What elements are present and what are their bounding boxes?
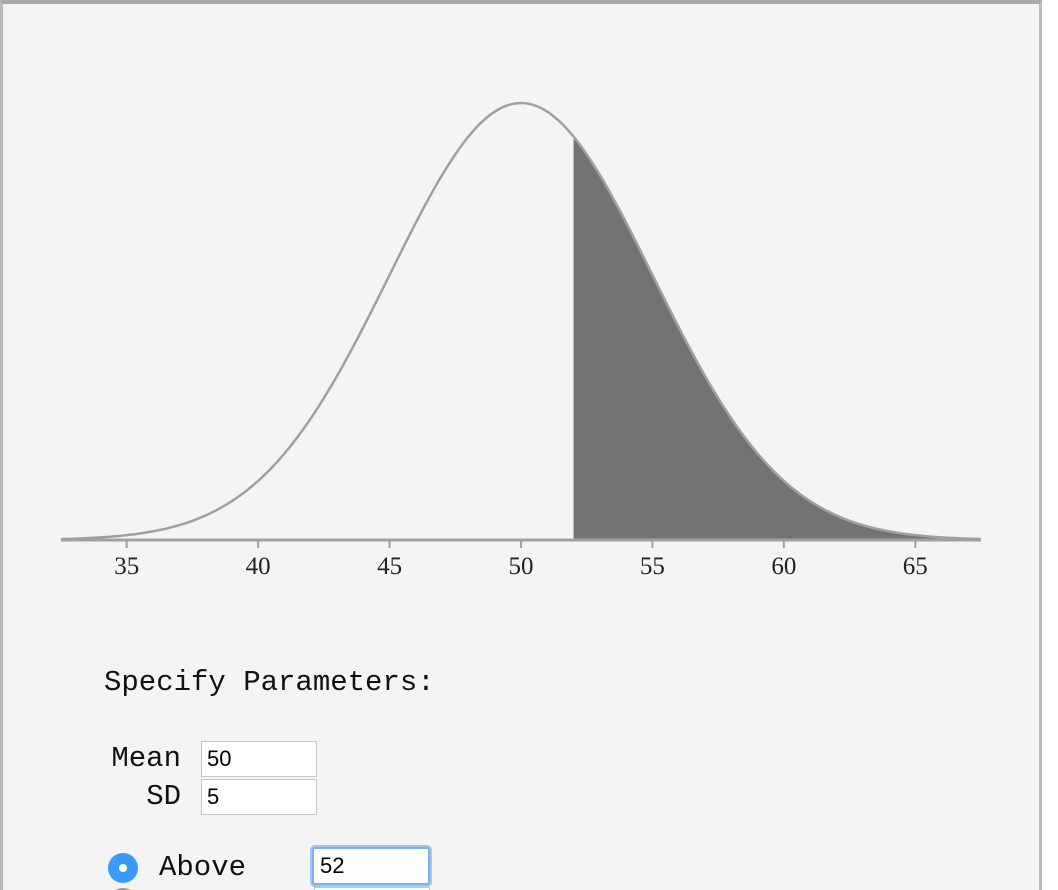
shaded-area-layer (573, 136, 981, 540)
shaded-region-above (573, 136, 981, 540)
next-option-input[interactable] (314, 887, 430, 890)
x-axis: 35 40 45 50 55 60 65 (61, 538, 981, 580)
above-radio[interactable] (108, 853, 138, 883)
curve-layer (60, 101, 982, 541)
sd-input[interactable] (201, 779, 317, 815)
x-tick-label: 35 (114, 553, 139, 580)
radio-dot-icon (119, 864, 127, 872)
density-curve (60, 101, 982, 541)
above-value-input[interactable] (312, 847, 430, 885)
mean-label: Mean (111, 742, 181, 775)
x-tick-label: 45 (377, 553, 402, 580)
x-tick-label: 55 (640, 553, 665, 580)
x-tick-label: 60 (771, 553, 796, 580)
mean-input[interactable] (201, 741, 317, 777)
x-tick-label: 40 (246, 553, 271, 580)
normal-distribution-chart: 35 40 45 50 55 60 65 (60, 101, 982, 580)
x-tick-label: 50 (509, 553, 534, 580)
above-label: Above (159, 851, 247, 884)
sd-label: SD (146, 780, 181, 813)
specify-parameters-heading: Specify Parameters: (104, 666, 435, 699)
x-tick-label: 65 (903, 553, 928, 580)
above-option[interactable]: Above (106, 849, 506, 887)
